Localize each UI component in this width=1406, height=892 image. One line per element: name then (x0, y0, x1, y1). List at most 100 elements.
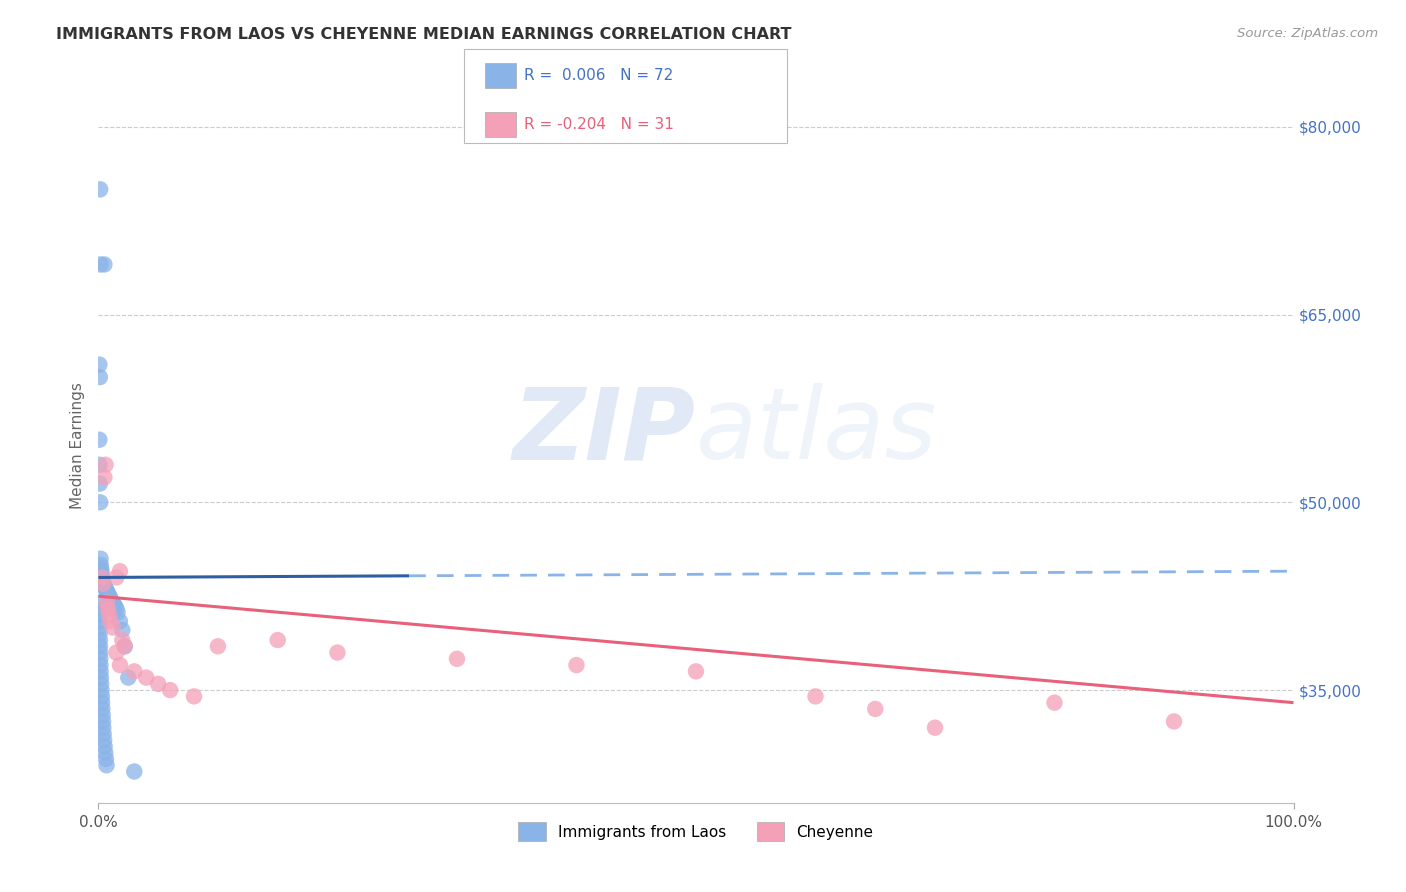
Point (105, 601, 128, 615)
Point (90, 690, 112, 704)
Point (804, 690, 827, 704)
Point (100, 593, 122, 607)
Point (89, 476, 111, 491)
Point (90, 677, 112, 691)
Point (89, 607, 111, 622)
Point (98, 607, 121, 622)
Point (565, 658, 588, 673)
Point (94, 746, 117, 760)
Point (93, 579, 115, 593)
Point (98, 591, 121, 605)
Point (89, 614, 111, 628)
Point (91, 721, 114, 735)
Point (89, 633, 111, 648)
Point (108, 614, 131, 628)
Point (93, 739, 115, 754)
Point (96, 585, 118, 599)
Point (103, 598, 125, 612)
Point (89, 640, 111, 654)
Point (267, 633, 290, 648)
Point (101, 621, 124, 635)
Point (90, 665, 112, 679)
Point (91, 575, 114, 590)
Point (124, 665, 146, 679)
Text: R =  0.006   N = 72: R = 0.006 N = 72 (524, 69, 673, 83)
Point (89, 646, 111, 660)
Point (1043, 696, 1066, 710)
Point (89, 601, 111, 615)
Point (207, 640, 229, 654)
Point (87, 595, 110, 609)
Point (101, 597, 124, 611)
Point (91, 572, 114, 586)
Point (446, 652, 468, 666)
Point (91, 573, 114, 587)
Point (96, 595, 118, 609)
Point (104, 599, 127, 614)
Point (326, 646, 349, 660)
Point (97, 587, 120, 601)
Point (91, 574, 114, 589)
Point (96, 582, 118, 597)
Point (89, 182, 111, 196)
Point (105, 646, 128, 660)
Point (94, 581, 117, 595)
Point (98, 591, 122, 606)
Point (93, 727, 115, 741)
Point (91, 570, 114, 584)
Point (90, 671, 112, 685)
Point (100, 594, 122, 608)
Point (89, 627, 111, 641)
Point (89, 658, 111, 673)
Point (114, 640, 136, 654)
Point (91, 702, 114, 716)
Point (94, 752, 117, 766)
Point (108, 658, 131, 673)
Point (105, 570, 128, 584)
Point (111, 623, 134, 637)
Point (1163, 714, 1185, 729)
Y-axis label: Median Earnings: Median Earnings (69, 383, 84, 509)
Point (98, 614, 122, 628)
Point (97, 588, 120, 602)
Text: R = -0.204   N = 31: R = -0.204 N = 31 (524, 118, 675, 132)
Point (117, 671, 139, 685)
Point (148, 677, 170, 691)
Legend: Immigrants from Laos, Cheyenne: Immigrants from Laos, Cheyenne (510, 814, 882, 848)
Point (89, 433, 111, 447)
Point (865, 702, 887, 716)
Point (93, 578, 115, 592)
Point (90, 562, 112, 576)
Point (90, 568, 112, 582)
Point (93, 257, 115, 271)
Point (91, 576, 114, 591)
Text: ZIP: ZIP (513, 384, 696, 480)
Point (93, 576, 115, 591)
Point (685, 665, 707, 679)
Point (89, 652, 111, 666)
Point (89, 458, 111, 472)
Point (107, 606, 129, 620)
Point (90, 257, 112, 271)
Text: IMMIGRANTS FROM LAOS VS CHEYENNE MEDIAN EARNINGS CORRELATION CHART: IMMIGRANTS FROM LAOS VS CHEYENNE MEDIAN … (56, 27, 792, 42)
Point (108, 564, 131, 578)
Point (91, 708, 114, 723)
Point (89, 621, 111, 635)
Point (90, 551, 112, 566)
Point (924, 721, 946, 735)
Point (124, 764, 146, 779)
Point (114, 640, 136, 654)
Text: Source: ZipAtlas.com: Source: ZipAtlas.com (1237, 27, 1378, 40)
Point (91, 714, 114, 729)
Point (183, 690, 205, 704)
Point (135, 671, 157, 685)
Point (101, 595, 124, 609)
Point (93, 470, 115, 484)
Point (159, 683, 181, 698)
Text: atlas: atlas (696, 384, 938, 480)
Point (91, 570, 114, 584)
Point (94, 458, 117, 472)
Point (96, 758, 118, 772)
Point (96, 584, 118, 599)
Point (90, 683, 112, 698)
